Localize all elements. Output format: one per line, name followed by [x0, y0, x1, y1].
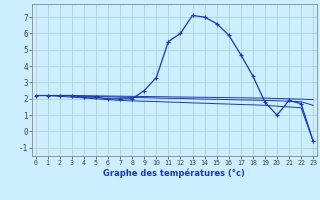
- X-axis label: Graphe des températures (°c): Graphe des températures (°c): [103, 169, 245, 178]
